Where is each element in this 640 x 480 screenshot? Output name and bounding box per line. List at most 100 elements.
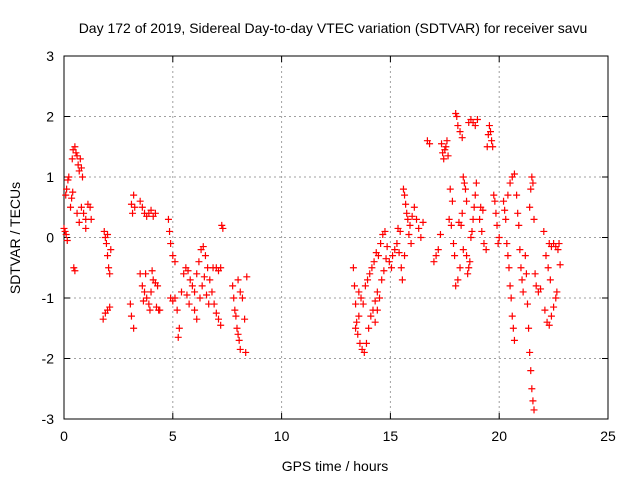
data-point	[478, 227, 486, 235]
data-point	[531, 270, 539, 278]
data-point	[529, 179, 537, 187]
data-point	[399, 185, 407, 193]
data-markers	[60, 109, 564, 414]
data-point	[352, 300, 360, 308]
data-point	[526, 203, 534, 211]
data-point	[126, 300, 134, 308]
data-point	[465, 264, 473, 272]
data-point	[530, 406, 538, 414]
data-point	[527, 367, 535, 375]
data-point	[504, 191, 512, 199]
y-tick-labels: -3 -2 -1 0 1 2 3	[42, 48, 55, 427]
data-point	[434, 246, 442, 254]
data-point	[402, 200, 410, 208]
data-point	[490, 191, 498, 199]
data-point	[547, 312, 555, 320]
data-point	[463, 197, 471, 205]
y-tick-label: -1	[42, 290, 55, 306]
data-point	[530, 215, 538, 223]
data-point	[507, 294, 515, 302]
data-point	[517, 264, 525, 272]
data-point	[203, 291, 211, 299]
y-tick-label: 3	[46, 48, 54, 64]
data-point	[552, 294, 560, 302]
data-point	[106, 303, 114, 311]
data-point	[196, 294, 204, 302]
data-point	[410, 203, 418, 211]
data-point	[467, 234, 475, 241]
data-point	[352, 324, 360, 332]
data-point	[171, 294, 179, 302]
data-point	[415, 224, 423, 232]
data-point	[387, 264, 395, 272]
data-point	[489, 143, 497, 151]
data-point	[74, 161, 82, 169]
data-point	[70, 264, 78, 272]
data-point	[193, 315, 201, 323]
data-point	[102, 240, 110, 248]
data-point	[147, 206, 155, 214]
data-point	[65, 173, 73, 181]
data-point	[456, 264, 464, 272]
data-point	[495, 234, 503, 241]
data-point	[76, 155, 84, 163]
data-point	[444, 152, 452, 160]
data-point	[370, 258, 378, 266]
data-point	[479, 206, 487, 214]
data-point	[480, 240, 488, 248]
data-point	[458, 209, 466, 217]
data-point	[505, 264, 513, 272]
data-point	[82, 224, 90, 232]
x-tick-labels: 0 5 10 15 20 25	[60, 428, 616, 444]
data-point	[492, 209, 500, 217]
data-point	[506, 179, 514, 187]
data-point	[234, 330, 242, 338]
data-point	[208, 288, 216, 296]
data-point	[430, 258, 438, 266]
data-point	[174, 333, 182, 341]
data-point	[523, 300, 531, 308]
data-point	[371, 318, 379, 326]
axis-ticks	[63, 55, 609, 420]
data-point	[413, 215, 421, 223]
data-point	[461, 185, 469, 193]
data-point	[199, 243, 207, 251]
data-point	[87, 215, 95, 223]
data-point	[380, 267, 388, 275]
data-point	[453, 113, 461, 120]
data-point	[509, 324, 517, 332]
data-point	[233, 324, 241, 332]
data-point	[383, 243, 391, 251]
data-point	[526, 348, 534, 356]
data-point	[510, 336, 518, 344]
data-point	[364, 276, 372, 284]
data-point	[519, 288, 527, 296]
data-point	[180, 270, 188, 278]
y-tick-label: -2	[42, 351, 55, 367]
y-tick-label: 1	[46, 169, 54, 185]
data-point	[451, 252, 459, 260]
data-point	[401, 252, 409, 260]
data-point	[356, 339, 364, 347]
data-point	[373, 288, 381, 296]
data-point	[71, 143, 79, 151]
data-point	[456, 128, 464, 136]
data-point	[404, 215, 412, 223]
data-point	[419, 218, 427, 226]
data-point	[201, 252, 209, 260]
data-point	[217, 321, 225, 329]
data-point	[214, 315, 222, 323]
data-point	[398, 276, 406, 284]
data-point	[131, 203, 139, 211]
x-tick-label: 20	[491, 428, 507, 444]
data-point	[78, 173, 86, 181]
data-point	[466, 258, 474, 266]
data-point	[230, 294, 238, 302]
data-point	[452, 282, 460, 290]
data-point	[471, 122, 479, 130]
data-point	[556, 261, 564, 269]
data-point	[349, 264, 357, 272]
data-point	[104, 230, 112, 238]
data-point	[554, 246, 562, 254]
data-point	[169, 252, 177, 260]
